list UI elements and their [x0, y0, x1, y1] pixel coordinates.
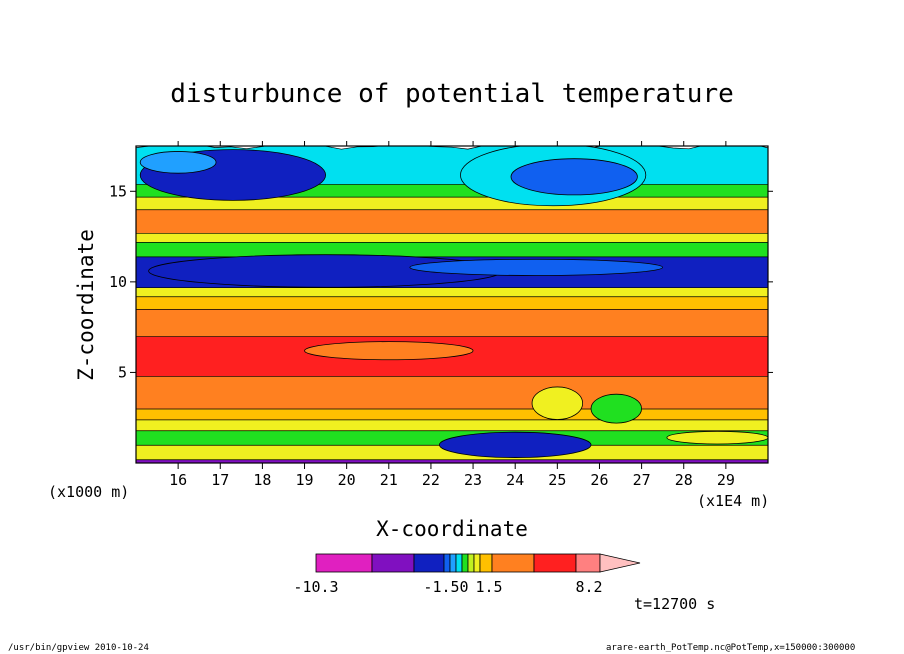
x-tick-label: 21 [380, 471, 398, 489]
chart-title: disturbunce of potential temperature [170, 79, 734, 109]
colorbar-label: -1.50 [423, 578, 468, 596]
x-tick-label: 26 [590, 471, 608, 489]
colorbar-segment [473, 553, 481, 573]
x-tick-label: 23 [464, 471, 482, 489]
x-tick-label: 25 [548, 471, 566, 489]
x-tick-label: 28 [675, 471, 693, 489]
x-tick-label: 17 [211, 471, 229, 489]
contour-blob [438, 431, 592, 458]
contour-blob [409, 258, 664, 276]
contour-blob [590, 393, 642, 424]
plot-frame [135, 145, 769, 464]
colorbar-segment [491, 553, 535, 573]
x-tick-label: 22 [422, 471, 440, 489]
contour-blob [666, 430, 768, 445]
footer-left: /usr/bin/gpview 2010-10-24 [8, 643, 149, 653]
colorbar-label: 1.5 [475, 578, 502, 596]
colorbar [315, 553, 641, 573]
colorbar-label: 8.2 [575, 578, 602, 596]
x-axis-title: X-coordinate [376, 517, 528, 541]
x-tick-label: 27 [633, 471, 651, 489]
x-tick-label: 18 [253, 471, 271, 489]
colorbar-segment [575, 553, 601, 573]
footer-right: arare-earth_PotTemp.nc@PotTemp,x=150000:… [606, 643, 855, 653]
colorbar-labels: -10.3 -1.50 1.5 8.2 [293, 578, 602, 596]
y-unit-label: (x1000 m) [48, 483, 129, 501]
colorbar-segment [479, 553, 493, 573]
colorbar-segment [461, 553, 469, 573]
time-label: t=12700 s [634, 595, 715, 613]
colorbar-segment [315, 553, 373, 573]
x-unit-label: (x1E4 m) [697, 492, 769, 510]
colorbar-segment [443, 553, 451, 573]
colorbar-segment [533, 553, 577, 573]
x-tick-label: 19 [296, 471, 314, 489]
x-tick-label: 24 [506, 471, 524, 489]
colorbar-segment [449, 553, 457, 573]
colorbar-segment [371, 553, 415, 573]
contour-blob [304, 341, 474, 361]
colorbar-segment [413, 553, 445, 573]
x-axis: 16 17 18 19 20 21 22 23 24 25 26 27 28 29 [169, 141, 735, 489]
contour-blob [510, 158, 638, 196]
y-tick-label: 15 [109, 182, 127, 200]
y-tick-label: 5 [118, 363, 127, 381]
x-tick-label: 16 [169, 471, 187, 489]
contour-blob [531, 386, 584, 420]
y-tick-label: 10 [109, 273, 127, 291]
x-tick-label: 29 [717, 471, 735, 489]
plot-area [136, 146, 768, 463]
colorbar-arrow [599, 553, 641, 573]
x-tick-label: 20 [338, 471, 356, 489]
colorbar-label: -10.3 [293, 578, 338, 596]
colorbar-segment [455, 553, 463, 573]
y-axis-title: Z-coordinate [74, 229, 98, 381]
y-axis: 5 10 15 [109, 182, 773, 381]
colorbar-segment [467, 553, 475, 573]
contour-blob [139, 151, 217, 174]
contour-features [139, 146, 768, 458]
